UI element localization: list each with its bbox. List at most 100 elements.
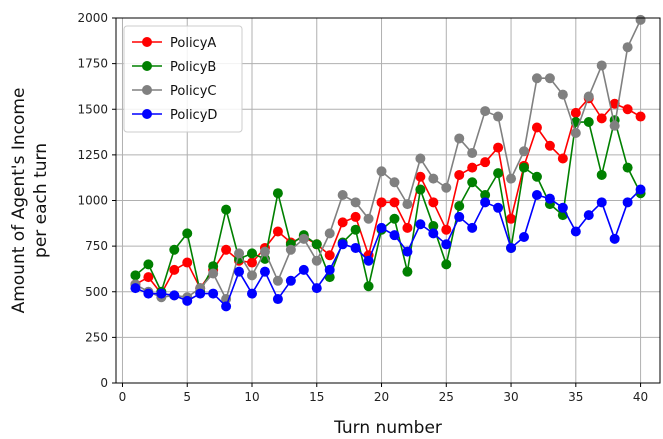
- x-tick-label: 40: [633, 390, 648, 404]
- data-point: [583, 91, 594, 102]
- data-point: [221, 301, 232, 312]
- data-point: [259, 266, 270, 277]
- data-point: [544, 193, 555, 204]
- data-point: [454, 169, 465, 180]
- data-point: [247, 257, 257, 268]
- data-point: [389, 177, 400, 188]
- series-line: [135, 19, 642, 300]
- data-point: [635, 111, 646, 122]
- data-point: [208, 268, 219, 279]
- data-point: [234, 248, 245, 259]
- legend-marker: [142, 85, 152, 95]
- data-point: [389, 230, 400, 241]
- data-point: [402, 266, 413, 277]
- legend-box: [123, 25, 243, 133]
- data-point: [415, 184, 426, 195]
- data-point: [376, 222, 387, 233]
- data-point: [519, 146, 529, 157]
- legend-marker: [142, 61, 152, 71]
- y-tick-label: 250: [85, 330, 108, 344]
- data-point: [311, 239, 322, 250]
- y-tick-label: 500: [85, 285, 108, 299]
- data-point: [544, 73, 555, 84]
- data-point: [324, 228, 335, 239]
- data-point: [583, 117, 594, 128]
- data-point: [454, 211, 465, 222]
- data-point: [531, 122, 542, 133]
- data-point: [195, 288, 206, 299]
- data-point: [441, 239, 452, 250]
- data-point: [557, 89, 568, 100]
- data-point: [454, 133, 465, 144]
- x-axis: 0 5 10 15 20 25 30 35 40: [119, 383, 648, 404]
- y-tick-label: 1500: [77, 102, 108, 116]
- data-point: [350, 211, 361, 222]
- legend: PolicyA PolicyB PolicyC PolicyD: [123, 25, 243, 133]
- data-point: [467, 177, 478, 188]
- data-point: [324, 250, 335, 261]
- data-point: [311, 283, 322, 294]
- data-point: [531, 190, 542, 201]
- x-tick-label: 20: [374, 390, 389, 404]
- data-point: [350, 197, 361, 208]
- y-axis-label-line-1: Amount of Agent's Income: [9, 88, 29, 314]
- y-tick-label: 1000: [77, 194, 108, 208]
- data-point: [311, 255, 322, 266]
- data-point: [570, 107, 581, 118]
- legend-label: PolicyC: [170, 84, 216, 99]
- legend-label: PolicyD: [170, 108, 217, 123]
- data-point: [480, 157, 491, 168]
- x-tick-label: 25: [439, 390, 454, 404]
- data-point: [298, 233, 309, 244]
- data-point: [531, 73, 542, 84]
- x-tick-label: 0: [119, 390, 127, 404]
- data-point: [596, 197, 607, 208]
- data-point: [376, 166, 387, 177]
- data-point: [570, 127, 581, 138]
- data-point: [402, 222, 413, 233]
- data-point: [169, 244, 180, 255]
- data-point: [467, 148, 478, 159]
- data-point: [208, 288, 219, 299]
- data-point: [402, 246, 413, 257]
- data-point: [415, 171, 426, 182]
- data-point: [298, 264, 309, 275]
- data-point: [182, 228, 193, 239]
- data-point: [519, 162, 529, 173]
- data-point: [596, 169, 607, 180]
- data-point: [622, 162, 633, 173]
- y-tick-label: 1750: [77, 57, 108, 71]
- x-tick-label: 10: [244, 390, 259, 404]
- series-PolicyB: [130, 115, 646, 297]
- data-point: [531, 171, 542, 182]
- x-tick-label: 35: [568, 390, 583, 404]
- series-PolicyD: [130, 184, 646, 312]
- data-point: [350, 242, 361, 253]
- data-point: [622, 42, 633, 53]
- data-point: [208, 261, 219, 272]
- data-point: [596, 60, 607, 71]
- data-point: [389, 197, 400, 208]
- data-point: [415, 219, 426, 230]
- data-point: [467, 222, 478, 233]
- data-point: [363, 255, 374, 266]
- data-point: [609, 233, 620, 244]
- data-point: [493, 202, 504, 213]
- data-point: [169, 264, 180, 275]
- data-point: [272, 294, 283, 305]
- data-point: [389, 213, 400, 224]
- data-point: [272, 188, 283, 199]
- series-layer: [130, 14, 646, 312]
- data-point: [285, 275, 296, 286]
- data-point: [428, 221, 439, 232]
- data-point: [609, 120, 620, 131]
- data-point: [622, 104, 633, 115]
- series-line: [134, 119, 642, 293]
- legend-label: PolicyB: [170, 60, 216, 75]
- data-point: [635, 184, 646, 195]
- data-point: [130, 283, 141, 294]
- data-point: [557, 202, 568, 213]
- series-line: [135, 97, 641, 295]
- data-point: [506, 213, 517, 224]
